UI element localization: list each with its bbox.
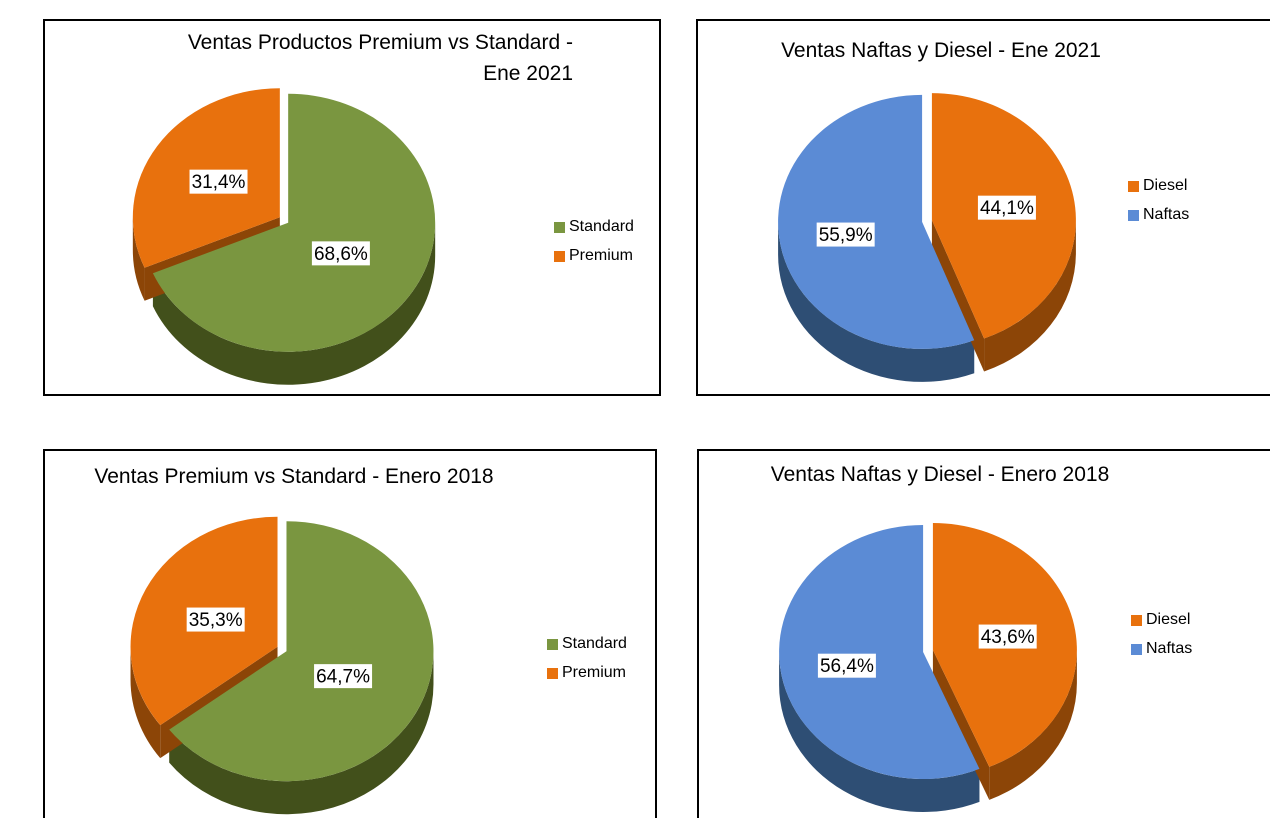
legend-swatch-icon: [554, 250, 565, 262]
data-label-box: [816, 222, 875, 247]
legend-label: Standard: [569, 218, 634, 235]
legend-swatch-icon: [1128, 180, 1139, 192]
pie-slice-naftas: [778, 94, 975, 349]
pie-slice-standard: [152, 93, 436, 352]
chart-title: Ventas Naftas y Diesel - Enero 2018: [771, 459, 1110, 490]
data-label: 56,4%: [820, 656, 874, 677]
chart-title-line: Ventas Premium vs Standard - Enero 2018: [94, 465, 494, 488]
legend-item: Premium: [547, 664, 627, 682]
legend-item: Naftas: [1128, 206, 1189, 224]
legend-swatch-icon: [1131, 643, 1142, 655]
chart-panel-premium-standard-2018: 64,7% 35,3% Ventas Premium vs Standard - …: [43, 449, 657, 818]
legend-label: Premium: [569, 247, 634, 264]
data-label: 64,7%: [316, 667, 370, 688]
legend-item: Standard: [547, 635, 627, 653]
data-label-box: [311, 241, 370, 266]
legend-item: Standard: [554, 218, 634, 236]
data-label-box: [977, 195, 1036, 220]
data-label: 68,6%: [314, 244, 368, 265]
legend-label: Naftas: [1143, 206, 1190, 223]
legend-item: Diesel: [1131, 611, 1192, 629]
legend: Standard Premium: [547, 635, 627, 682]
legend-swatch-icon: [547, 638, 558, 650]
pie-slice-side: [778, 221, 975, 382]
legend-item: Naftas: [1131, 640, 1192, 658]
data-label-box: [189, 169, 248, 194]
data-label-box: [978, 624, 1037, 649]
legend-item: Premium: [554, 247, 634, 265]
pie-naftas-diesel-2018: 43,6% 56,4%: [779, 523, 1077, 813]
chart-title-line: Ventas Naftas y Diesel - Enero 2018: [770, 463, 1110, 486]
legend: Standard Premium: [554, 218, 634, 265]
legend-swatch-icon: [554, 221, 565, 233]
legend: Diesel Naftas: [1128, 177, 1189, 224]
pie-slice-side: [152, 222, 436, 385]
data-label: 43,6%: [981, 627, 1035, 648]
pie-naftas-diesel-2021: 44,1% 55,9%: [778, 93, 1076, 382]
pie-premium-standard-2018: 64,7% 35,3%: [130, 516, 434, 815]
chart-title: Ventas Naftas y Diesel - Ene 2021: [781, 35, 1101, 66]
pie-slice-side: [132, 217, 145, 301]
data-label: 31,4%: [192, 172, 246, 193]
chart-title-line: Ene 2021: [483, 62, 573, 85]
legend-swatch-icon: [1128, 209, 1139, 221]
legend-label: Naftas: [1146, 640, 1193, 657]
chart-title: Ventas Productos Premium vs Standard - E…: [188, 27, 573, 89]
pie-slice-side: [989, 650, 1077, 800]
pie-slice-side: [169, 651, 434, 815]
pie-premium-standard-2021: 68,6% 31,4%: [132, 88, 436, 385]
chart-title: Ventas Premium vs Standard - Enero 2018: [94, 461, 493, 492]
data-label: 35,3%: [189, 610, 243, 631]
legend-item: Diesel: [1128, 177, 1189, 195]
pie-slice-side: [130, 646, 161, 759]
data-label: 44,1%: [980, 198, 1034, 219]
chart-panel-premium-standard-2021: 68,6% 31,4% Ventas Productos Premium vs S…: [43, 19, 661, 396]
legend-label: Premium: [562, 664, 627, 681]
legend: Diesel Naftas: [1131, 611, 1192, 658]
chart-panel-naftas-diesel-2021: 44,1% 55,9% Ventas Naftas y Diesel - Ene …: [696, 19, 1270, 396]
chart-title-line: Ventas Naftas y Diesel - Ene 2021: [781, 39, 1101, 62]
data-label-box: [186, 607, 245, 632]
data-label: 55,9%: [819, 225, 873, 246]
legend-label: Diesel: [1146, 611, 1191, 628]
pie-slice-side: [984, 220, 1076, 372]
legend-label: Standard: [562, 635, 627, 652]
chart-panel-naftas-diesel-2018: 43,6% 56,4% Ventas Naftas y Diesel - Ener…: [697, 449, 1270, 818]
chart-title-line: Ventas Productos Premium vs Standard -: [187, 31, 573, 54]
data-label-box: [314, 664, 373, 689]
data-label-box: [817, 653, 876, 678]
pie-slice-naftas: [779, 525, 980, 779]
pie-slice-standard: [169, 521, 434, 782]
legend-swatch-icon: [547, 667, 558, 679]
pie-slice-side: [779, 652, 980, 813]
legend-label: Diesel: [1143, 177, 1188, 194]
legend-swatch-icon: [1131, 614, 1142, 626]
